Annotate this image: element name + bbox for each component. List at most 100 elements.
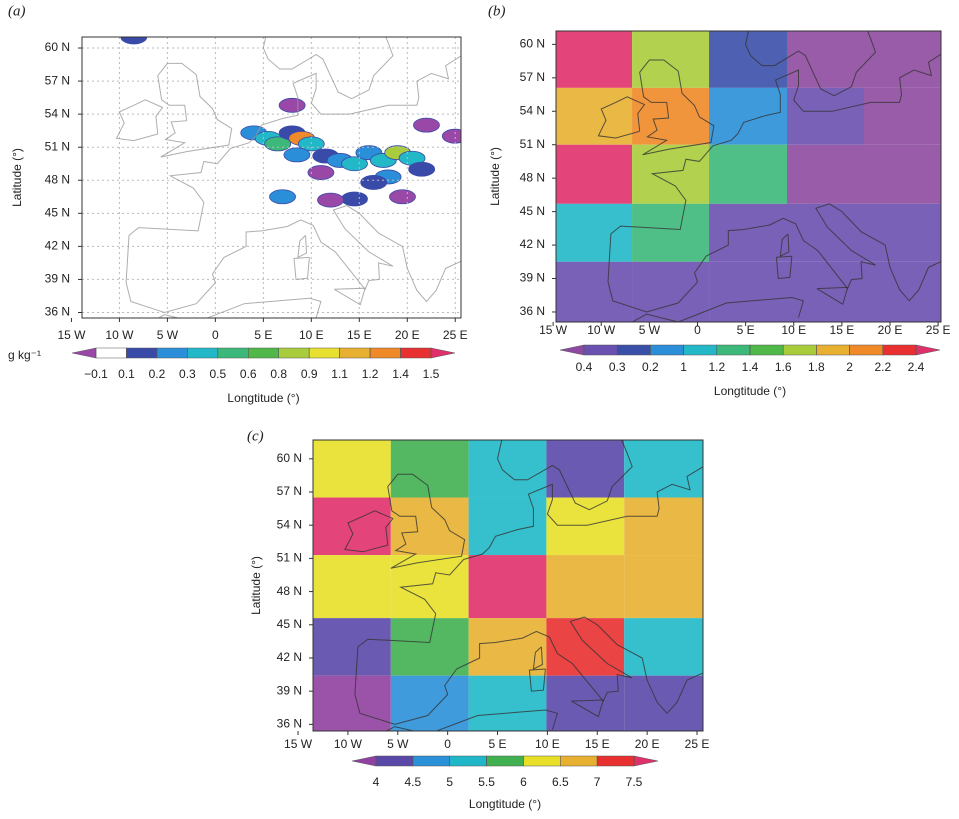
grid-cell	[864, 261, 941, 322]
x-tick-label: 15 W	[284, 737, 313, 751]
colorbar-tick-label: 2.4	[908, 360, 925, 374]
colorbar-tick-label: 7.5	[626, 775, 643, 789]
x-tick-label: 0	[694, 323, 701, 337]
grid-cell	[709, 144, 787, 204]
y-tick-label: 39 N	[45, 272, 70, 286]
colorbar-box	[95, 347, 127, 359]
coastline	[357, 466, 703, 648]
grid-cell	[313, 497, 391, 556]
colorbar-tick-label: 6	[520, 775, 527, 789]
colorbar-tick-label: 6.5	[552, 775, 569, 789]
plot-area	[82, 37, 461, 318]
colorbar-tick-label: 2.2	[874, 360, 891, 374]
x-tick-label: 15 W	[57, 328, 86, 342]
contour-blob	[269, 189, 296, 205]
x-tick-label: 10 E	[299, 328, 324, 342]
coastline	[262, 37, 394, 100]
grid-cell	[390, 618, 469, 676]
y-axis-label: Latitude (°)	[10, 148, 24, 207]
colorbar-box	[248, 347, 279, 359]
x-tick-label: 5 W	[639, 323, 661, 337]
plot-background	[82, 37, 461, 318]
y-tick-label: 60 N	[45, 40, 70, 54]
y-tick-label: 51 N	[277, 551, 302, 565]
grid-cell	[709, 203, 787, 262]
colorbar-box	[782, 344, 817, 356]
grid-cell	[546, 555, 625, 619]
colorbar-tick-label: 0.2	[642, 360, 659, 374]
colorbar-tick-label: 0.1	[118, 367, 135, 381]
colorbar-extend	[430, 347, 456, 359]
contour-blob	[307, 165, 335, 180]
y-tick-label: 57 N	[277, 484, 302, 498]
coastline	[816, 286, 849, 305]
panel-label: (c)	[247, 428, 264, 444]
x-tick-label: 25 E	[685, 737, 710, 751]
plot-frame	[81, 36, 462, 319]
colorbar-box	[650, 344, 684, 356]
x-tick-label: 20 E	[878, 323, 903, 337]
colorbar-box	[375, 755, 414, 767]
colorbar-tick-label: 1.2	[708, 360, 725, 374]
grid-cell	[556, 203, 633, 262]
coastline	[157, 62, 233, 158]
colorbar-box	[369, 347, 401, 359]
coastline	[745, 31, 877, 97]
colorbar-tick-label: 5.5	[478, 775, 495, 789]
grid-cell	[632, 203, 710, 262]
colorbar-extend	[559, 344, 585, 356]
grid-cell	[390, 440, 469, 498]
colorbar-box	[560, 755, 598, 767]
x-tick-label: 25 E	[443, 328, 468, 342]
grid-cell	[546, 497, 625, 556]
y-tick-label: 42 N	[45, 239, 70, 253]
colorbar-unit: g kg⁻¹	[8, 348, 41, 362]
colorbar-tick-label: 1.8	[808, 360, 825, 374]
contour-blob	[441, 128, 461, 144]
grid-cell	[787, 31, 864, 88]
y-tick-label: 54 N	[45, 106, 70, 120]
colorbar-tick-label: 0.6	[240, 367, 257, 381]
x-tick-label: 10 W	[334, 737, 363, 751]
colorbar-tick-label: 0.9	[301, 367, 318, 381]
colorbar-tick-label: 0.8	[270, 367, 287, 381]
x-tick-label: 10 E	[535, 737, 560, 751]
coastline	[775, 255, 793, 280]
colorbar-extend	[71, 347, 97, 359]
colorbar-tick-label: 1.2	[362, 367, 379, 381]
x-tick-label: 5 E	[254, 328, 272, 342]
y-tick-label: 45 N	[45, 205, 70, 219]
x-tick-label: 5 W	[387, 737, 409, 751]
colorbar-tick-label: 1.6	[775, 360, 792, 374]
grid-cell	[624, 555, 703, 619]
grid-cell	[546, 675, 625, 731]
x-tick-label: 0	[444, 737, 451, 751]
colorbar-extend	[915, 344, 941, 356]
y-tick-label: 60 N	[277, 451, 302, 465]
y-tick-label: 48 N	[277, 584, 302, 598]
grid-cell	[468, 497, 547, 556]
x-tick-label: 15 W	[539, 323, 568, 337]
contour-blob	[389, 189, 416, 205]
colorbar-tick-label: 0.3	[179, 367, 196, 381]
panel: 15 W 10 W 5 W 0 5 E 10 E 15 E 20 E 25 E 36 N 39 N 4…	[488, 3, 950, 398]
y-tick-label: 36 N	[520, 304, 545, 318]
coastline	[639, 59, 715, 156]
y-tick-label: 42 N	[520, 237, 545, 251]
y-tick-label: 39 N	[520, 271, 545, 285]
grid-cell	[468, 440, 547, 498]
grid-cell	[864, 203, 941, 262]
grid-cell	[632, 31, 710, 88]
colorbar-tick-label: 0.4	[576, 360, 593, 374]
y-tick-label: 45 N	[277, 617, 302, 631]
grid-cell	[787, 144, 864, 204]
x-tick-label: 15 E	[585, 737, 610, 751]
coastline	[610, 53, 941, 235]
colorbar-tick-label: 4.5	[405, 775, 422, 789]
x-axis-label: Longtitude (°)	[714, 384, 786, 398]
grid-cell	[709, 87, 787, 145]
colorbar-box	[616, 344, 651, 356]
colorbar-box	[683, 344, 718, 356]
y-tick-label: 57 N	[45, 73, 70, 87]
